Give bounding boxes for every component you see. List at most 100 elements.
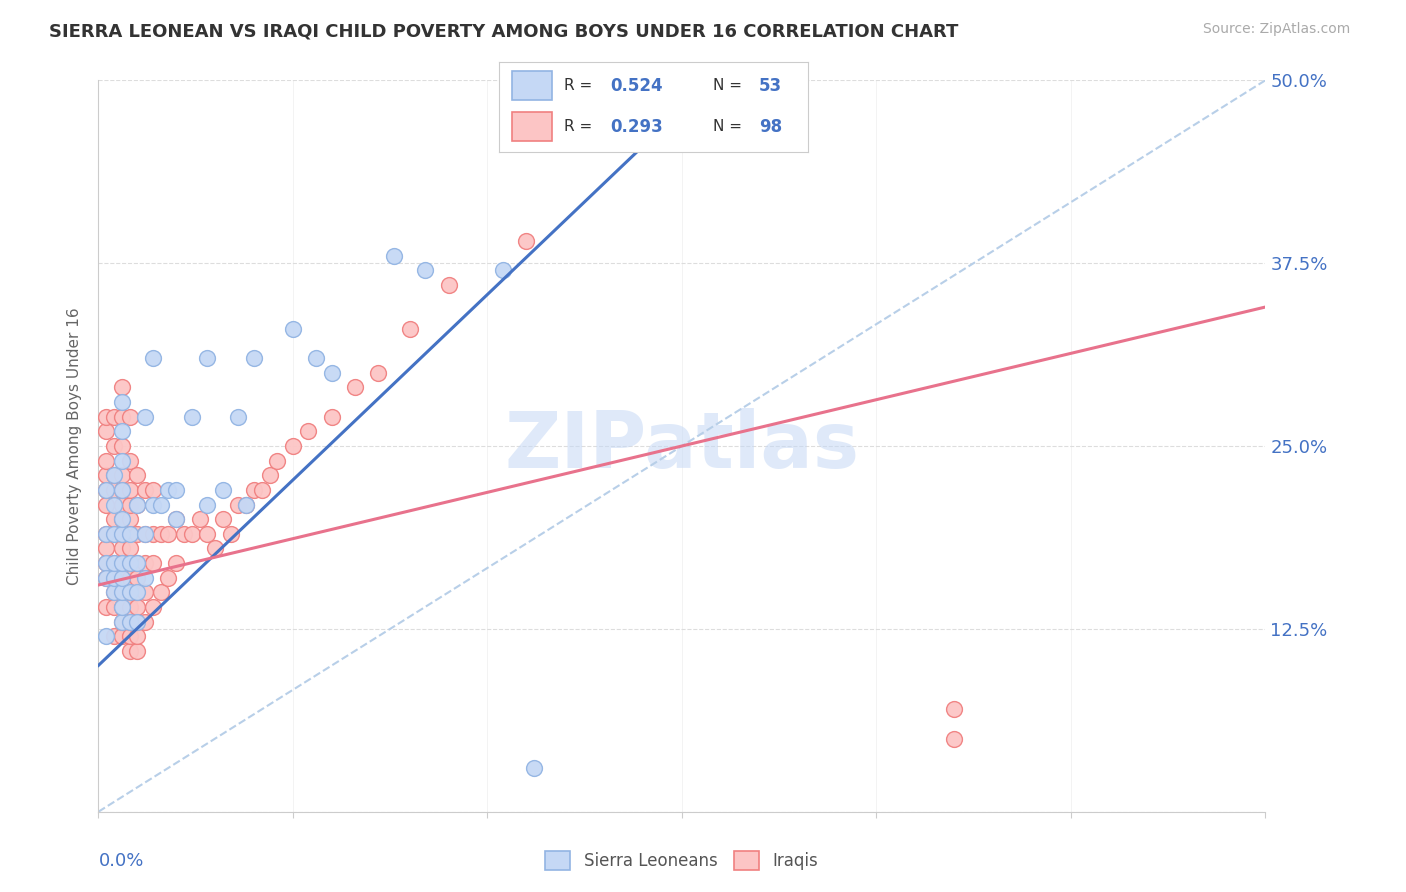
Point: [111, 541, 134, 556]
Point: [111, 395, 134, 409]
Point: [165, 556, 187, 570]
Point: [367, 366, 389, 380]
Point: [149, 526, 172, 541]
Point: [142, 498, 165, 512]
Point: [118, 409, 141, 424]
Point: [103, 409, 125, 424]
Point: [96, 541, 118, 556]
Point: [96, 453, 118, 467]
Point: [103, 599, 125, 614]
Point: [142, 599, 165, 614]
Point: [111, 512, 134, 526]
Point: [149, 498, 172, 512]
Legend: Sierra Leoneans, Iraqis: Sierra Leoneans, Iraqis: [538, 844, 825, 877]
Point: [212, 483, 235, 497]
Point: [127, 526, 149, 541]
Point: [259, 468, 281, 483]
Point: [297, 425, 319, 439]
Point: [157, 483, 180, 497]
Point: [118, 585, 141, 599]
Point: [118, 526, 141, 541]
FancyBboxPatch shape: [512, 112, 551, 141]
Point: [103, 585, 125, 599]
Point: [96, 629, 118, 643]
Point: [134, 556, 156, 570]
Point: [142, 351, 165, 366]
Text: 53: 53: [759, 77, 782, 95]
Point: [134, 585, 156, 599]
Point: [165, 483, 187, 497]
Point: [111, 585, 134, 599]
Point: [118, 585, 141, 599]
Point: [188, 512, 211, 526]
Point: [96, 468, 118, 483]
Point: [235, 498, 257, 512]
Point: [111, 599, 134, 614]
Point: [111, 585, 134, 599]
Point: [281, 439, 304, 453]
Point: [111, 512, 134, 526]
Point: [134, 571, 156, 585]
Point: [96, 526, 118, 541]
Point: [127, 468, 149, 483]
Point: [142, 526, 165, 541]
Point: [103, 571, 125, 585]
Point: [111, 425, 134, 439]
Point: [344, 380, 367, 394]
Point: [96, 483, 118, 497]
Point: [103, 468, 125, 483]
Point: [103, 483, 125, 497]
Text: SIERRA LEONEAN VS IRAQI CHILD POVERTY AMONG BOYS UNDER 16 CORRELATION CHART: SIERRA LEONEAN VS IRAQI CHILD POVERTY AM…: [49, 22, 959, 40]
Point: [103, 468, 125, 483]
Point: [134, 409, 156, 424]
Point: [127, 556, 149, 570]
Text: 98: 98: [759, 118, 782, 136]
Point: [103, 585, 125, 599]
Point: [127, 615, 149, 629]
Point: [134, 615, 156, 629]
Point: [111, 483, 134, 497]
Point: [118, 556, 141, 570]
Point: [382, 249, 405, 263]
Point: [437, 278, 460, 293]
Point: [111, 599, 134, 614]
Point: [111, 439, 134, 453]
Point: [127, 556, 149, 570]
Point: [111, 556, 134, 570]
Point: [228, 409, 250, 424]
Point: [413, 263, 436, 277]
Point: [204, 541, 226, 556]
Point: [127, 571, 149, 585]
Point: [127, 498, 149, 512]
Text: 0.0%: 0.0%: [98, 852, 143, 870]
Point: [111, 556, 134, 570]
Point: [134, 526, 156, 541]
Point: [195, 526, 218, 541]
Point: [492, 263, 515, 277]
Point: [157, 571, 180, 585]
Point: [321, 366, 343, 380]
Text: R =: R =: [564, 78, 598, 93]
Point: [103, 512, 125, 526]
Point: [180, 526, 202, 541]
Point: [111, 571, 134, 585]
Point: [111, 629, 134, 643]
Point: [281, 322, 304, 336]
Point: [111, 526, 134, 541]
Point: [305, 351, 328, 366]
Point: [165, 512, 187, 526]
Point: [103, 526, 125, 541]
Point: [243, 351, 266, 366]
Point: [127, 629, 149, 643]
Point: [127, 644, 149, 658]
Point: [103, 629, 125, 643]
Text: ZIPatlas: ZIPatlas: [505, 408, 859, 484]
Point: [118, 483, 141, 497]
Point: [111, 498, 134, 512]
Point: [243, 483, 266, 497]
Point: [103, 571, 125, 585]
Point: [118, 615, 141, 629]
Point: [266, 453, 288, 467]
FancyBboxPatch shape: [512, 71, 551, 100]
Point: [96, 571, 118, 585]
